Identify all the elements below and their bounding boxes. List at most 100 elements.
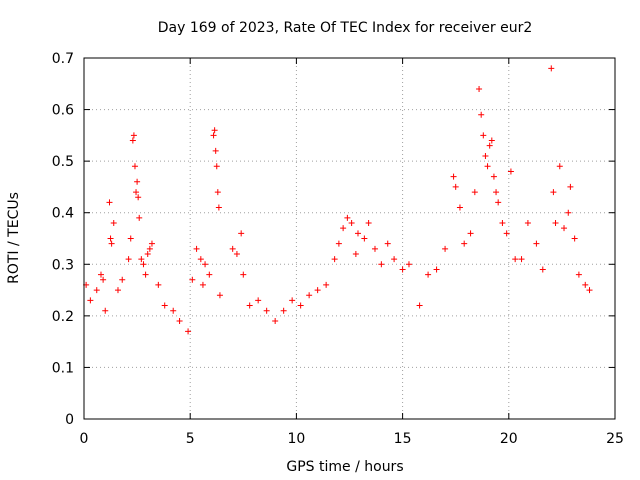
data-point — [378, 261, 385, 268]
data-point — [354, 230, 361, 237]
data-point — [399, 266, 406, 273]
data-point — [110, 220, 117, 227]
data-point — [340, 225, 347, 232]
y-tick-label: 0.7 — [52, 51, 74, 67]
data-point — [142, 271, 149, 278]
data-point — [548, 65, 555, 72]
data-point — [512, 256, 519, 263]
data-point — [556, 163, 563, 170]
data-point — [499, 220, 506, 227]
data-point — [100, 276, 107, 283]
data-point — [189, 276, 196, 283]
data-point — [210, 132, 217, 139]
plot-frame — [83, 57, 616, 420]
data-point — [148, 240, 155, 247]
data-point — [106, 199, 113, 206]
data-point — [482, 152, 489, 159]
data-point — [97, 271, 104, 278]
data-point — [323, 281, 330, 288]
data-point — [202, 261, 209, 268]
data-point — [233, 250, 240, 257]
axis-ticks — [83, 57, 616, 420]
data-point — [567, 183, 574, 190]
data-point — [144, 250, 151, 257]
data-point — [130, 132, 137, 139]
data-point — [170, 307, 177, 314]
data-point — [565, 209, 572, 216]
data-point — [161, 302, 168, 309]
data-point — [476, 85, 483, 92]
data-point — [212, 147, 219, 154]
data-points — [83, 65, 593, 335]
data-point — [238, 230, 245, 237]
data-point — [280, 307, 287, 314]
data-point — [552, 220, 559, 227]
y-axis-title: ROTI / TECUs — [6, 192, 22, 284]
data-point — [131, 163, 138, 170]
data-point — [255, 297, 262, 304]
data-point — [344, 214, 351, 221]
x-tick-label: 5 — [186, 431, 195, 447]
data-point — [461, 240, 468, 247]
data-point — [533, 240, 540, 247]
data-point — [127, 235, 134, 242]
data-point — [518, 256, 525, 263]
data-point — [405, 261, 412, 268]
data-point — [314, 287, 321, 294]
data-point — [240, 271, 247, 278]
data-point — [484, 163, 491, 170]
data-point — [114, 287, 121, 294]
data-point — [140, 261, 147, 268]
data-point — [134, 178, 141, 185]
data-point — [450, 173, 457, 180]
data-point — [488, 137, 495, 144]
data-point — [384, 240, 391, 247]
data-point — [87, 297, 94, 304]
data-point — [486, 142, 493, 149]
data-point — [176, 318, 183, 325]
chart-title: Day 169 of 2023, Rate Of TEC Index for r… — [158, 20, 533, 36]
data-point — [246, 302, 253, 309]
x-tick-label: 15 — [394, 431, 412, 447]
data-point — [524, 220, 531, 227]
data-point — [365, 220, 372, 227]
data-point — [495, 199, 502, 206]
data-point — [197, 256, 204, 263]
data-point — [93, 287, 100, 294]
data-point — [297, 302, 304, 309]
data-point — [452, 183, 459, 190]
data-point — [272, 318, 279, 325]
y-tick-label: 0.4 — [52, 206, 74, 222]
data-point — [478, 111, 485, 118]
data-point — [425, 271, 432, 278]
y-tick-label: 0.3 — [52, 257, 74, 273]
data-point — [471, 189, 478, 196]
data-point — [571, 235, 578, 242]
data-point — [467, 230, 474, 237]
data-point — [456, 204, 463, 211]
x-tick-label: 10 — [287, 431, 305, 447]
data-point — [503, 230, 510, 237]
data-point — [102, 307, 109, 314]
data-point — [331, 256, 338, 263]
data-point — [135, 194, 142, 201]
y-tick-label: 0.6 — [52, 103, 74, 119]
data-point — [490, 173, 497, 180]
data-point — [263, 307, 270, 314]
y-tick-label: 0 — [65, 412, 74, 428]
y-tick-label: 0.1 — [52, 360, 74, 376]
x-tick-label: 25 — [606, 431, 624, 447]
data-point — [306, 292, 313, 299]
data-point — [206, 271, 213, 278]
data-point — [348, 220, 355, 227]
data-point — [155, 281, 162, 288]
data-point — [229, 245, 236, 252]
y-axis-tick-labels: 0 0.1 0.2 0.3 0.4 0.5 0.6 0.7 — [52, 51, 74, 428]
data-point — [125, 256, 132, 263]
data-point — [586, 287, 593, 294]
data-point — [433, 266, 440, 273]
data-point — [352, 250, 359, 257]
data-point — [216, 292, 223, 299]
data-point — [185, 328, 192, 335]
data-point — [539, 266, 546, 273]
